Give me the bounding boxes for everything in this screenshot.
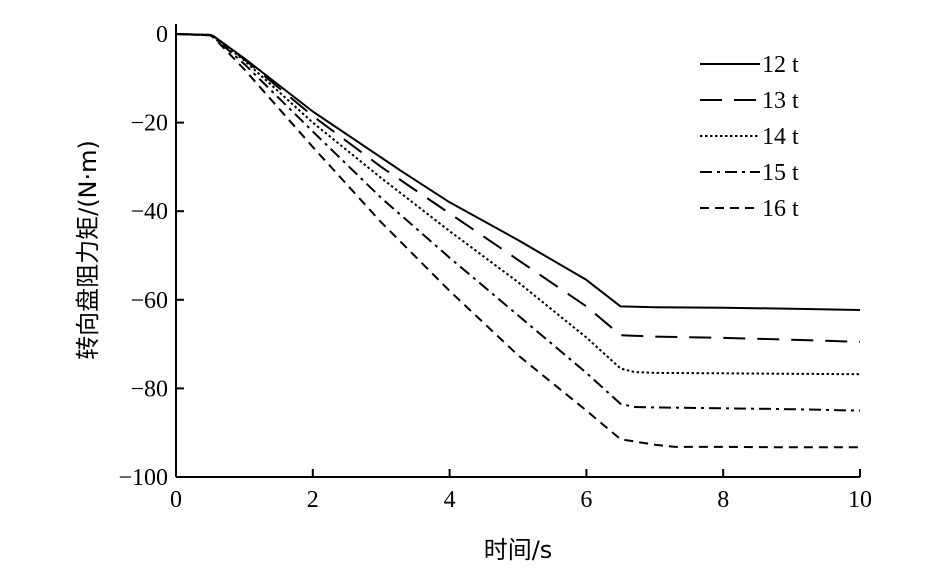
x-tick-label: 4 <box>444 487 456 513</box>
x-tick-label: 6 <box>580 487 592 513</box>
x-axis-title: 时间/s <box>484 536 553 564</box>
y-tick-label: 0 <box>156 22 168 48</box>
y-tick-label: −60 <box>130 288 168 314</box>
x-tick-label: 8 <box>717 487 729 513</box>
series-line <box>175 33 861 343</box>
y-tick-label: −100 <box>118 465 168 491</box>
x-tick-label: 10 <box>848 487 872 513</box>
x-tick-label: 0 <box>170 487 182 513</box>
legend-label: 12 t <box>762 52 799 78</box>
ticks <box>175 33 861 478</box>
legend: 12 t 13 t 14 t 15 t 16 t <box>700 52 799 222</box>
y-axis-title: 转向盘阻力矩/(N·m) <box>74 140 102 360</box>
axes <box>175 24 860 478</box>
legend-label: 16 t <box>762 196 799 222</box>
x-tick-label: 2 <box>307 487 319 513</box>
tick-labels: 0 2 4 6 8 10 0 −20 −40 −60 −80 −100 <box>118 22 872 513</box>
y-tick-label: −80 <box>130 376 168 402</box>
legend-label: 14 t <box>762 124 799 150</box>
y-tick-label: −20 <box>130 111 168 137</box>
series-line <box>175 33 861 376</box>
series-line <box>175 33 860 449</box>
y-tick-label: −40 <box>130 199 168 225</box>
legend-label: 13 t <box>762 88 799 114</box>
series-lines <box>175 33 861 449</box>
series-line <box>175 33 861 412</box>
legend-label: 15 t <box>762 160 799 186</box>
